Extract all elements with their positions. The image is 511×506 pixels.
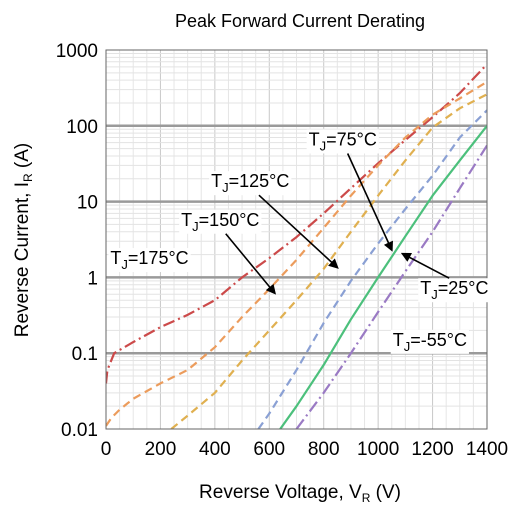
annotations: TJ=175°C TJ=150°C TJ=125°C TJ=75°C TJ=25°C TJ… bbox=[108, 129, 491, 354]
series-label: TJ=125°C bbox=[211, 171, 289, 195]
series-label-background bbox=[209, 171, 292, 196]
annotation-arrow bbox=[346, 153, 393, 252]
series-label-background bbox=[179, 209, 262, 234]
series-label: TJ=25°C bbox=[420, 278, 488, 302]
grid bbox=[106, 50, 487, 429]
y-tick-label: 0.01 bbox=[61, 420, 98, 441]
series-label: TJ=175°C bbox=[110, 248, 188, 272]
annotation-arrow bbox=[258, 194, 339, 269]
x-tick-label: 1000 bbox=[357, 439, 399, 460]
x-tick-label: 400 bbox=[199, 439, 231, 460]
series-line bbox=[279, 125, 487, 429]
series-label-background bbox=[108, 248, 191, 273]
series-line bbox=[295, 144, 487, 429]
x-tick-label: 0 bbox=[101, 439, 112, 460]
series-label-background bbox=[306, 129, 379, 154]
series-label-background bbox=[418, 278, 491, 303]
series-label: TJ=150°C bbox=[181, 210, 259, 234]
series-line bbox=[170, 93, 487, 429]
plot-frame bbox=[105, 49, 488, 430]
annotation-arrow bbox=[225, 233, 277, 295]
series-line bbox=[106, 63, 487, 384]
y-tick-label: 1000 bbox=[56, 41, 98, 62]
x-axis-title: Reverse Voltage, VR (V) bbox=[199, 482, 401, 505]
x-tick-label: 800 bbox=[308, 439, 340, 460]
x-tick-label: 1200 bbox=[411, 439, 453, 460]
tick-labels: 0 200 400 600 800 1000 1200 1400 0.01 0.1 1 10 100 10… bbox=[56, 41, 508, 460]
series-label: TJ=-55°C bbox=[393, 330, 467, 354]
y-axis-title: Reverse Current, IR (A) bbox=[12, 143, 35, 338]
y-tick-label: 0.1 bbox=[72, 344, 98, 365]
annotation-arrow bbox=[400, 252, 450, 279]
y-tick-label: 100 bbox=[66, 117, 98, 138]
y-tick-label: 10 bbox=[77, 193, 98, 214]
x-tick-label: 200 bbox=[145, 439, 177, 460]
series-line bbox=[257, 109, 487, 429]
x-tick-label: 1400 bbox=[466, 439, 508, 460]
series-label: TJ=75°C bbox=[309, 129, 377, 153]
series-label-background bbox=[390, 329, 469, 354]
x-tick-label: 600 bbox=[253, 439, 285, 460]
chart-title: Peak Forward Current Derating bbox=[175, 11, 425, 31]
y-tick-label: 1 bbox=[87, 268, 98, 289]
